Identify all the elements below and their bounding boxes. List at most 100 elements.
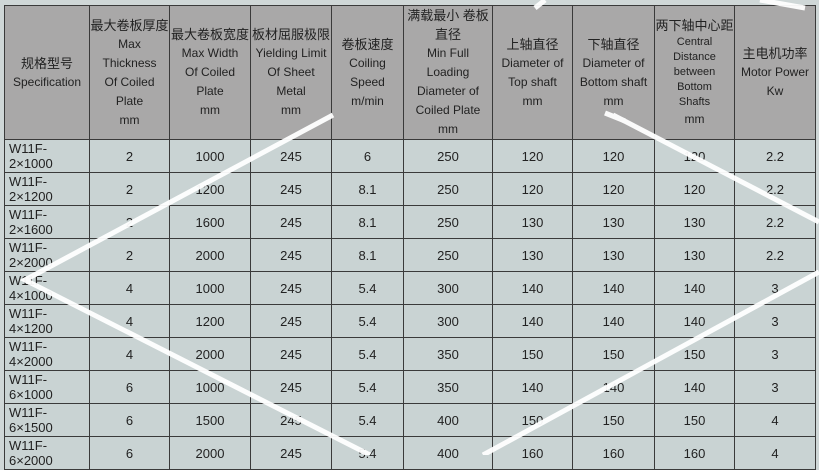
column-header: 卷板速度 Coiling Speed m/min [331, 5, 404, 140]
value-cell: 4 [89, 337, 170, 371]
value-cell: 120 [492, 172, 573, 206]
model-cell: W11F-4×1000 [4, 271, 90, 305]
value-cell: 140 [492, 304, 573, 338]
header-label-cn: 规格型号 [20, 55, 73, 71]
column-header: 上轴直径 Diameter of Top shaft mm [492, 5, 573, 140]
value-cell: 140 [572, 271, 655, 305]
value-cell: 1200 [169, 172, 251, 206]
value-cell: 300 [403, 271, 493, 305]
value-cell: 120 [492, 139, 573, 173]
header-label-en: m/min [351, 93, 384, 108]
value-cell: 130 [492, 205, 573, 239]
value-cell: 2 [89, 139, 170, 173]
value-cell: 400 [403, 436, 493, 470]
value-cell: 150 [492, 403, 573, 437]
value-cell: 1500 [169, 403, 251, 437]
value-cell: 150 [492, 337, 573, 371]
header-label-en: Motor Power [740, 65, 810, 79]
column-header: 板材屈服极限 Yielding Limit Of Sheet Metal mm [250, 5, 332, 140]
header-label-en: Of Coiled Plate [184, 65, 236, 98]
header-label-en: Yielding Limit [255, 46, 327, 60]
value-cell: 2.2 [734, 238, 816, 272]
value-cell: 160 [572, 436, 655, 470]
header-label-en: between Bottom [673, 66, 716, 93]
header-label-en: mm [684, 112, 705, 126]
header-label-en: Max Thickness [102, 36, 157, 70]
header-label-en: Specification [12, 74, 82, 89]
header-row: 规格型号 Specification 最大卷板厚度 Max Thickness Of C… [4, 5, 816, 140]
value-cell: 160 [654, 436, 735, 470]
value-cell: 130 [572, 205, 655, 239]
value-cell: 245 [250, 205, 332, 239]
header-label-en: Top shaft [508, 74, 557, 89]
value-cell: 250 [403, 238, 493, 272]
value-cell: 3 [734, 304, 816, 338]
header-label-cn: 最大卷板厚度 [90, 17, 169, 33]
value-cell: 5.4 [331, 436, 404, 470]
value-cell: 5.4 [331, 403, 404, 437]
header-label-cn: 卷板速度 [341, 36, 394, 52]
value-cell: 2 [89, 205, 170, 239]
value-cell: 6 [89, 403, 170, 437]
value-cell: 1600 [169, 205, 251, 239]
value-cell: 2.2 [734, 205, 816, 239]
table-row: W11F-2×1200 2 1200 245 8.1 250 120 120 120 2.2 [4, 172, 816, 206]
value-cell: 3 [734, 370, 816, 404]
header-label-en: Min Full Loading [426, 46, 470, 79]
header-label-en: Bottom shaft [579, 74, 648, 89]
value-cell: 245 [250, 436, 332, 470]
value-cell: 6 [89, 436, 170, 470]
table-row: W11F-6×1000 6 1000 245 5.4 350 140 140 140 3 [4, 370, 816, 404]
value-cell: 140 [492, 370, 573, 404]
value-cell: 250 [403, 139, 493, 173]
header-label-en: Kw [766, 84, 784, 98]
value-cell: 140 [654, 304, 735, 338]
value-cell: 1000 [169, 139, 251, 173]
value-cell: 250 [403, 172, 493, 206]
value-cell: 2.2 [734, 172, 816, 206]
table-row: W11F-2×1000 2 1000 245 6 250 120 120 120 2.2 [4, 139, 816, 173]
value-cell: 150 [654, 403, 735, 437]
value-cell: 300 [403, 304, 493, 338]
value-cell: 245 [250, 139, 332, 173]
header-label-en: Shafts [678, 96, 711, 108]
value-cell: 6 [89, 370, 170, 404]
value-cell: 130 [492, 238, 573, 272]
value-cell: 350 [403, 370, 493, 404]
value-cell: 8.1 [331, 238, 404, 272]
table-row: W11F-4×1200 4 1200 245 5.4 300 140 140 140 3 [4, 304, 816, 338]
column-header: 主电机功率 Motor Power Kw [734, 5, 816, 140]
header-label-en: Diameter of [501, 55, 564, 70]
value-cell: 5.4 [331, 271, 404, 305]
spec-table: 规格型号 Specification 最大卷板厚度 Max Thickness Of C… [4, 5, 816, 470]
value-cell: 120 [654, 172, 735, 206]
value-cell: 2 [89, 238, 170, 272]
header-label-en: mm [438, 122, 458, 136]
value-cell: 3 [734, 271, 816, 305]
model-cell: W11F-2×1000 [4, 139, 90, 173]
column-header: 规格型号 Specification [4, 5, 90, 140]
table-row: W11F-4×2000 4 2000 245 5.4 350 150 150 150 3 [4, 337, 816, 371]
value-cell: 350 [403, 337, 493, 371]
value-cell: 6 [331, 139, 404, 173]
table-row: W11F-2×2000 2 2000 245 8.1 250 130 130 130 2.2 [4, 238, 816, 272]
value-cell: 130 [654, 238, 735, 272]
value-cell: 2 [89, 172, 170, 206]
value-cell: 2000 [169, 238, 251, 272]
model-cell: W11F-2×1600 [4, 205, 90, 239]
model-cell: W11F-6×2000 [4, 436, 90, 470]
value-cell: 8.1 [331, 172, 404, 206]
value-cell: 120 [572, 139, 655, 173]
value-cell: 150 [572, 337, 655, 371]
header-label-en: mm [200, 103, 220, 117]
header-label-en: Coiled Plate [415, 103, 481, 117]
value-cell: 245 [250, 370, 332, 404]
header-label-en: mm [119, 112, 140, 127]
table-row: W11F-6×1500 6 1500 245 5.4 400 150 150 150 4 [4, 403, 816, 437]
value-cell: 150 [572, 403, 655, 437]
column-header: 最大卷板厚度 Max Thickness Of Coiled Plate mm [89, 5, 170, 140]
value-cell: 1000 [169, 370, 251, 404]
value-cell: 1000 [169, 271, 251, 305]
header-label-en: mm [281, 103, 301, 117]
table-body: W11F-2×1000 2 1000 245 6 250 120 120 120 2.2 W11F-… [4, 139, 816, 470]
